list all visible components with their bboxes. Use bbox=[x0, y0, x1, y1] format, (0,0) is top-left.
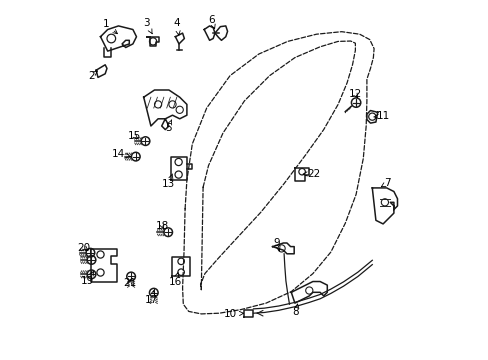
Text: 17: 17 bbox=[145, 291, 158, 305]
Text: 20: 20 bbox=[78, 243, 91, 253]
Text: 15: 15 bbox=[128, 131, 141, 141]
Text: 12: 12 bbox=[348, 89, 361, 99]
Text: 5: 5 bbox=[164, 120, 171, 133]
Text: 7: 7 bbox=[381, 178, 390, 188]
Text: 22: 22 bbox=[303, 168, 320, 179]
Text: 11: 11 bbox=[373, 111, 389, 121]
Text: 6: 6 bbox=[207, 15, 215, 29]
Text: 3: 3 bbox=[143, 18, 152, 34]
Text: 8: 8 bbox=[292, 304, 299, 318]
Text: 18: 18 bbox=[156, 221, 169, 231]
Text: 16: 16 bbox=[168, 273, 182, 287]
Text: 19: 19 bbox=[81, 271, 94, 286]
Text: 4: 4 bbox=[173, 18, 180, 35]
Text: 10: 10 bbox=[224, 309, 243, 319]
Text: 21: 21 bbox=[123, 278, 136, 288]
Text: 9: 9 bbox=[273, 238, 280, 251]
Text: 1: 1 bbox=[102, 19, 117, 34]
Text: 13: 13 bbox=[162, 174, 175, 189]
Text: 14: 14 bbox=[112, 149, 130, 159]
Text: 2: 2 bbox=[88, 71, 98, 81]
